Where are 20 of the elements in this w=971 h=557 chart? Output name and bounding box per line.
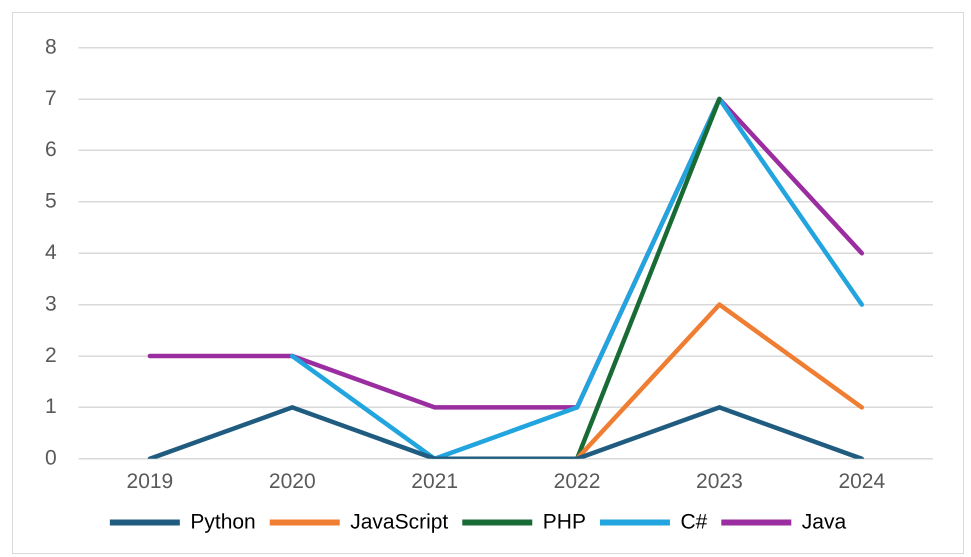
y-tick-label: 4 xyxy=(44,240,57,264)
legend-label: C# xyxy=(680,510,708,534)
y-tick-label: 5 xyxy=(44,190,57,213)
x-tick-label: 2023 xyxy=(696,470,743,494)
legend-label: Java xyxy=(802,510,846,534)
y-tick-label: 6 xyxy=(44,138,57,162)
y-tick-label: 7 xyxy=(44,86,57,110)
x-tick-label: 2024 xyxy=(838,470,886,494)
x-tick-label: 2019 xyxy=(126,470,174,494)
legend-label: JavaScript xyxy=(350,510,448,534)
x-tick-label: 2021 xyxy=(411,470,458,494)
legend-label: PHP xyxy=(542,510,586,534)
y-tick-label: 8 xyxy=(44,35,57,58)
x-tick-label: 2020 xyxy=(268,470,316,494)
y-tick-label: 3 xyxy=(44,292,57,316)
y-tick-label: 1 xyxy=(44,395,57,418)
legend-label: Python xyxy=(190,510,256,534)
y-tick-label: 2 xyxy=(44,344,57,367)
y-tick-label: 0 xyxy=(44,446,57,470)
x-tick-label: 2022 xyxy=(554,470,600,494)
